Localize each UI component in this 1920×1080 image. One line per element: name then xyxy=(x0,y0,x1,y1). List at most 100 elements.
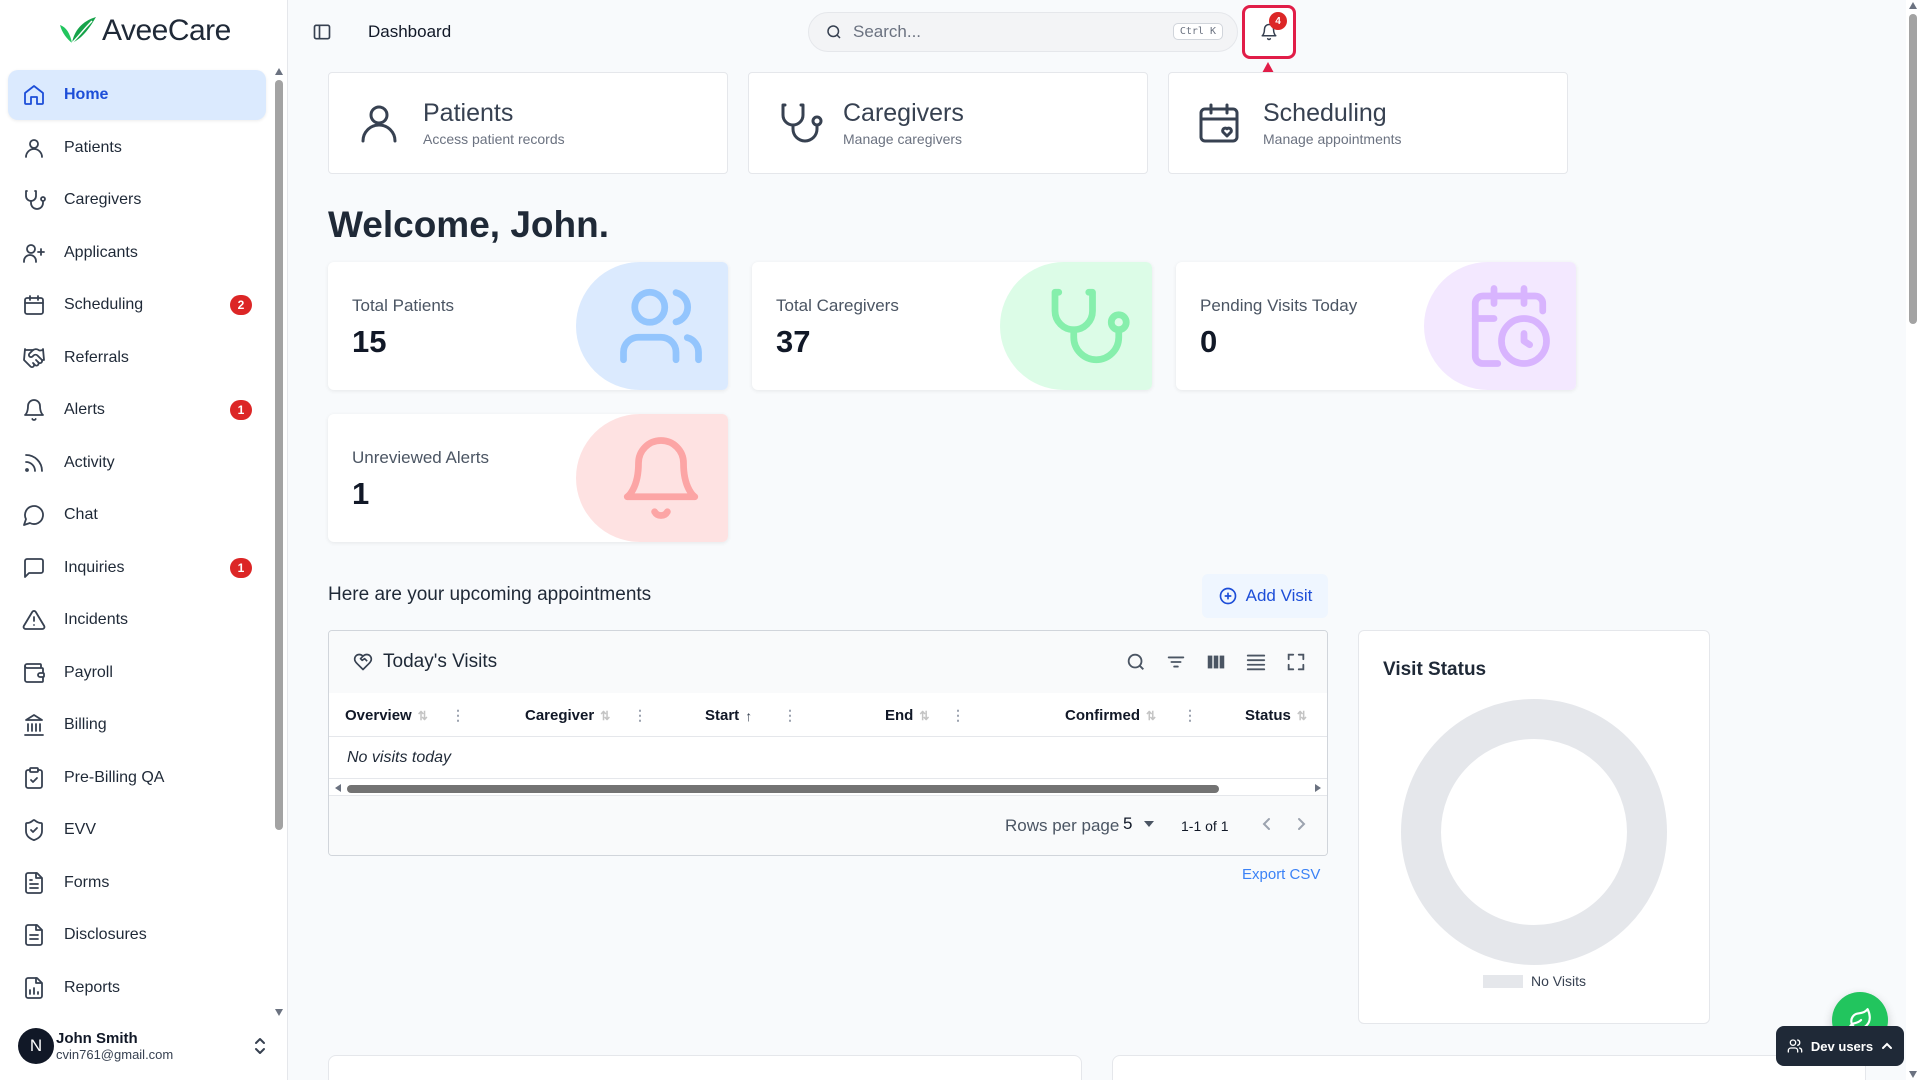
sort-icon[interactable]: ⇅ xyxy=(1146,708,1157,723)
sidebar-item-scheduling[interactable]: Scheduling 2 xyxy=(8,280,266,330)
sort-icon[interactable]: ⇅ xyxy=(600,708,611,723)
column-label: Overview xyxy=(345,707,412,724)
filter-icon[interactable] xyxy=(1165,651,1187,673)
scheduling-quick-card[interactable]: Scheduling Manage appointments xyxy=(1168,72,1568,174)
sidebar-item-incidents[interactable]: Incidents xyxy=(8,595,266,645)
page-scrollbar[interactable] xyxy=(1906,0,1920,1080)
stat-icon-blob xyxy=(576,414,728,542)
sort-icon[interactable]: ⇅ xyxy=(417,708,428,723)
column-header-end[interactable]: End ⇅ ⋮ xyxy=(885,707,965,724)
sidebar-item-pre-billing-qa[interactable]: Pre-Billing QA xyxy=(8,753,266,803)
sidebar-item-reports[interactable]: Reports xyxy=(8,963,266,1013)
dev-users-button[interactable]: Dev users xyxy=(1776,1026,1904,1066)
stat-card-total-patients[interactable]: Total Patients 15 xyxy=(328,262,728,390)
sidebar-nav: Home Patients Caregivers Applicants Scheduli… xyxy=(8,70,266,1015)
column-header-status[interactable]: Status ⇅ xyxy=(1245,707,1307,724)
brand-logo[interactable]: AveeCare xyxy=(56,14,231,48)
page-title: Dashboard xyxy=(368,22,452,41)
sidebar-toggle-icon[interactable] xyxy=(312,22,332,42)
column-header-overview[interactable]: Overview ⇅ ⋮ xyxy=(345,707,465,724)
column-menu-icon[interactable]: ⋮ xyxy=(783,707,797,723)
horizontal-scrollbar[interactable] xyxy=(329,781,1327,795)
search-placeholder: Search... xyxy=(853,22,922,41)
sidebar-scroll-thumb[interactable] xyxy=(275,80,283,830)
column-label: End xyxy=(885,707,914,724)
calendar-clock-icon xyxy=(1464,281,1554,371)
sidebar-item-forms[interactable]: Forms xyxy=(8,858,266,908)
search-icon xyxy=(825,23,843,41)
quick-card-subtitle: Access patient records xyxy=(423,131,565,147)
users-icon xyxy=(616,281,706,371)
scroll-up-arrow[interactable] xyxy=(275,68,283,75)
add-visit-button[interactable]: Add Visit xyxy=(1202,574,1328,618)
calendar-icon xyxy=(22,293,46,317)
quick-card-subtitle: Manage appointments xyxy=(1263,131,1402,147)
sort-ascending-icon[interactable]: ↑ xyxy=(745,707,753,724)
sidebar-item-payroll[interactable]: Payroll xyxy=(8,648,266,698)
rows-per-page-select[interactable]: 5 xyxy=(1123,814,1155,834)
sidebar-item-caregivers[interactable]: Caregivers xyxy=(8,175,266,225)
column-menu-icon[interactable]: ⋮ xyxy=(451,707,465,723)
column-header-start[interactable]: Start ↑ ⋮ xyxy=(705,707,797,724)
fullscreen-icon[interactable] xyxy=(1285,651,1307,673)
sidebar-item-alerts[interactable]: Alerts 1 xyxy=(8,385,266,435)
search-input[interactable]: Search... Ctrl K xyxy=(808,12,1238,52)
stat-card-total-caregivers[interactable]: Total Caregivers 37 xyxy=(752,262,1152,390)
sidebar-item-inquiries[interactable]: Inquiries 1 xyxy=(8,543,266,593)
density-icon[interactable] xyxy=(1245,651,1267,673)
column-header-caregiver[interactable]: Caregiver ⇅ ⋮ xyxy=(525,707,647,724)
quick-card-title: Scheduling xyxy=(1263,99,1387,127)
sort-icon[interactable]: ⇅ xyxy=(1296,708,1307,723)
scroll-left-arrow[interactable] xyxy=(335,784,341,792)
shield-check-icon xyxy=(22,818,46,842)
next-page-icon[interactable] xyxy=(1293,814,1309,834)
sidebar-scrollbar[interactable] xyxy=(274,68,284,1016)
user-menu[interactable]: N John Smith cvin761@gmail.com xyxy=(18,1026,276,1066)
chevrons-up-down-icon xyxy=(252,1036,268,1056)
scroll-right-arrow[interactable] xyxy=(1315,784,1321,792)
scroll-down-arrow[interactable] xyxy=(275,1009,283,1016)
search-icon[interactable] xyxy=(1125,651,1147,673)
patients-quick-card[interactable]: Patients Access patient records xyxy=(328,72,728,174)
sidebar-item-disclosures[interactable]: Disclosures xyxy=(8,910,266,960)
dev-users-label: Dev users xyxy=(1810,1038,1874,1054)
sidebar-item-patients[interactable]: Patients xyxy=(8,123,266,173)
column-menu-icon[interactable]: ⋮ xyxy=(951,707,965,723)
todays-visits-table: Today's Visits Overview ⇅ ⋮ Caregiver ⇅ … xyxy=(328,630,1328,856)
sidebar-item-chat[interactable]: Chat xyxy=(8,490,266,540)
leaf-logo-icon xyxy=(56,15,98,47)
previous-page-icon[interactable] xyxy=(1259,814,1275,834)
rss-icon xyxy=(22,451,46,475)
sidebar-item-evv[interactable]: EVV xyxy=(8,805,266,855)
sidebar-item-label: Alerts xyxy=(64,401,105,418)
scroll-down-arrow[interactable] xyxy=(1909,1071,1917,1078)
page-scroll-thumb[interactable] xyxy=(1909,14,1917,324)
sidebar-item-home[interactable]: Home xyxy=(8,70,266,120)
chart-legend: No Visits xyxy=(1483,973,1586,989)
sidebar-item-billing[interactable]: Billing xyxy=(8,700,266,750)
horizontal-scroll-thumb[interactable] xyxy=(347,785,1219,793)
stat-card-pending-visits[interactable]: Pending Visits Today 0 xyxy=(1176,262,1576,390)
user-name: John Smith xyxy=(56,1030,138,1047)
sidebar-item-label: Incidents xyxy=(64,611,129,628)
stat-card-unreviewed-alerts[interactable]: Unreviewed Alerts 1 xyxy=(328,414,728,542)
export-csv-link[interactable]: Export CSV xyxy=(1242,866,1321,883)
appointments-heading: Here are your upcoming appointments xyxy=(328,584,652,605)
scroll-up-arrow[interactable] xyxy=(1909,2,1917,9)
sort-icon[interactable]: ⇅ xyxy=(919,708,930,723)
sidebar-item-activity[interactable]: Activity xyxy=(8,438,266,488)
sidebar-item-referrals[interactable]: Referrals xyxy=(8,333,266,383)
column-header-confirmed[interactable]: Confirmed ⇅ ⋮ xyxy=(1065,707,1197,724)
columns-icon[interactable] xyxy=(1205,651,1227,673)
visit-status-title: Visit Status xyxy=(1383,659,1487,680)
sidebar-item-applicants[interactable]: Applicants xyxy=(8,228,266,278)
stethoscope-icon xyxy=(1040,281,1130,371)
sidebar-item-label: Scheduling xyxy=(64,296,144,313)
notifications-button[interactable]: 4 xyxy=(1242,5,1296,59)
column-menu-icon[interactable]: ⋮ xyxy=(1183,707,1197,723)
quick-card-title: Patients xyxy=(423,99,514,127)
column-menu-icon[interactable]: ⋮ xyxy=(633,707,647,723)
caregivers-quick-card[interactable]: Caregivers Manage caregivers xyxy=(748,72,1148,174)
rows-per-page-value: 5 xyxy=(1123,814,1133,833)
sidebar-item-label: EVV xyxy=(64,821,97,838)
